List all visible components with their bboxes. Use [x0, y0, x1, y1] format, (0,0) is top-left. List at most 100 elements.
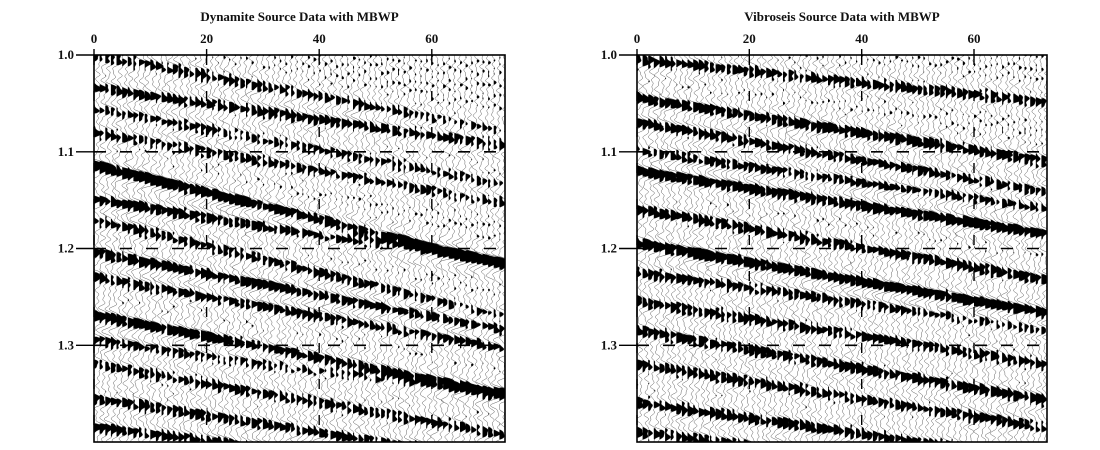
- trace-fill: [1047, 55, 1057, 432]
- trace-line: [881, 55, 903, 442]
- trace-fill: [884, 56, 897, 442]
- trace-fill: [1035, 55, 1047, 432]
- trace-line: [984, 55, 1003, 442]
- dynamite-panel: Dynamite Source Data with MBWP 0 20 40 60 1.…: [58, 9, 506, 443]
- trace-fill: [465, 56, 478, 433]
- trace-fill: [698, 59, 710, 442]
- trace-fill: [285, 62, 297, 433]
- trace-fill: [178, 63, 190, 442]
- trace-line: [101, 55, 121, 442]
- trace-line: [369, 55, 387, 442]
- vibroseis-panel: Vibroseis Source Data with MBWP 0 20 40 60 1…: [601, 9, 1057, 443]
- trace-fill: [476, 59, 490, 436]
- trace-line: [988, 55, 1010, 442]
- trace-fill: [358, 58, 369, 442]
- trace-fill: [990, 57, 1003, 425]
- trace-line: [730, 55, 749, 442]
- trace-fill: [805, 55, 814, 432]
- trace-fill: [681, 59, 692, 442]
- trace-fill: [766, 67, 777, 442]
- trace-fill: [347, 58, 357, 442]
- y-tick-label: 1.3: [58, 337, 75, 352]
- trace-fill: [324, 55, 334, 439]
- trace-line: [781, 55, 800, 442]
- trace-line: [281, 55, 301, 442]
- trace-fill: [392, 58, 402, 442]
- trace-line: [825, 55, 844, 442]
- trace-line: [736, 55, 757, 442]
- trace-fill: [867, 58, 878, 441]
- trace-fill: [127, 56, 139, 436]
- trace-fill: [1002, 55, 1013, 428]
- trace-line: [225, 55, 246, 442]
- trace-fill: [139, 59, 152, 442]
- trace-line: [994, 55, 1014, 442]
- y-tick-label: 1.0: [601, 47, 617, 62]
- trace-fill: [105, 55, 116, 436]
- trace-fill: [1041, 55, 1047, 432]
- trace-fill: [189, 67, 202, 442]
- trace-fill: [1007, 62, 1019, 428]
- trace-fill: [934, 64, 947, 442]
- trace-fill: [940, 63, 949, 442]
- trace-fill: [274, 55, 287, 431]
- trace-line: [363, 55, 380, 442]
- trace-fill: [307, 55, 317, 436]
- trace-fill: [828, 75, 841, 433]
- trace-fill: [653, 55, 664, 440]
- trace-fill: [110, 55, 121, 437]
- trace-line: [238, 55, 257, 442]
- trace-fill: [161, 61, 172, 442]
- trace-line: [202, 55, 222, 442]
- trace-line: [960, 55, 981, 442]
- trace-fill: [460, 61, 473, 432]
- trace-fill: [951, 56, 964, 442]
- trace-line: [852, 55, 875, 442]
- trace-line: [129, 55, 152, 442]
- trace-fill: [403, 56, 416, 442]
- trace-line: [786, 55, 805, 442]
- trace-fill: [1013, 55, 1026, 430]
- trace-fill: [917, 55, 929, 442]
- trace-line: [696, 55, 716, 442]
- trace-line: [473, 55, 496, 442]
- trace-fill: [799, 55, 810, 430]
- trace-line: [703, 55, 720, 442]
- trace-fill: [172, 64, 183, 442]
- trace-fill: [968, 56, 981, 424]
- trace-line: [914, 55, 937, 442]
- trace-fill: [670, 56, 681, 441]
- trace-line: [158, 55, 180, 442]
- trace-line: [908, 55, 930, 442]
- trace-fill: [985, 59, 996, 441]
- trace-fill: [794, 61, 805, 431]
- trace-line: [1021, 55, 1043, 442]
- y-tick-label: 1.1: [58, 144, 74, 159]
- trace-fill: [448, 57, 462, 432]
- trace-fill: [319, 55, 329, 438]
- trace-line: [965, 55, 986, 442]
- trace-fill: [996, 55, 1009, 427]
- trace-line: [243, 55, 263, 442]
- trace-fill: [710, 62, 719, 442]
- trace-fill: [150, 59, 163, 440]
- y-tick-label: 1.3: [601, 337, 618, 352]
- chart-title: Vibroseis Source Data with MBWP: [744, 9, 940, 24]
- trace-line: [137, 55, 158, 442]
- trace-fill: [414, 59, 428, 442]
- x-tick-label: 60: [968, 31, 981, 46]
- trace-line: [758, 55, 777, 442]
- trace-line: [706, 55, 729, 442]
- trace-line: [1016, 55, 1035, 442]
- trace-fill: [291, 55, 300, 432]
- trace-line: [182, 55, 202, 442]
- trace-line: [267, 55, 287, 442]
- trace-fill: [279, 59, 292, 431]
- trace-line: [469, 55, 490, 442]
- trace-line: [386, 55, 403, 442]
- trace-fill: [437, 64, 449, 431]
- trace-line: [295, 55, 312, 442]
- y-tick-label: 1.1: [601, 144, 617, 159]
- x-tick-label: 40: [313, 31, 326, 46]
